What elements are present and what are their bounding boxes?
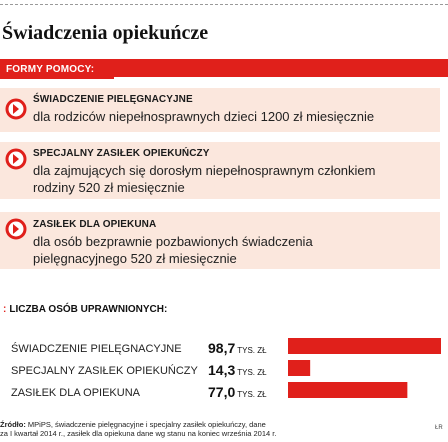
value-number: 14,3 — [208, 362, 236, 378]
category-label: Zasiłek dla opiekuna — [11, 387, 140, 399]
value-label: 98,7 tys. zł — [208, 340, 267, 356]
help-item-desc: pielęgnacyjnego 520 zł miesięcznie — [33, 251, 237, 266]
top-divider — [0, 4, 448, 5]
source-line-2: za I kwartał 2014 r., zasiłek dla opieku… — [0, 429, 277, 438]
arrow-right-icon — [5, 148, 27, 170]
category-label: Świadczenie pielęgnacyjne — [11, 343, 182, 355]
help-item-desc: dla osób bezprawnie pozbawionych świadcz… — [33, 234, 313, 249]
help-item-title: Specjalny zasiłek opiekuńczy — [33, 148, 210, 159]
arrow-right-icon — [5, 98, 27, 120]
source-label: Źródło: — [0, 420, 26, 429]
help-item-desc: dla zajmujących się dorosłym niepełnospr… — [33, 163, 376, 178]
category-label: Specjalny zasiłek opiekuńczy — [11, 365, 198, 377]
help-item-box — [0, 142, 440, 199]
help-item-title: Zasiłek dla opiekuna — [33, 219, 157, 230]
bar — [288, 360, 311, 376]
value-label: 77,0 tys. zł — [208, 384, 267, 400]
help-item-box — [0, 88, 440, 132]
author-tag: ŁR — [435, 425, 443, 431]
value-unit: tys. zł — [237, 368, 267, 377]
chart-title: : Liczba osób uprawnionych: — [3, 304, 168, 315]
value-number: 98,7 — [208, 340, 236, 356]
bar — [288, 382, 408, 398]
value-number: 77,0 — [208, 384, 236, 400]
help-item-title: Świadczenie pielęgnacyjne — [33, 94, 193, 105]
value-unit: tys. zł — [237, 390, 267, 399]
help-item-box — [0, 212, 440, 269]
forms-header-label: FORMY POMOCY: — [0, 61, 114, 79]
chart-title-text: Liczba osób uprawnionych: — [9, 304, 168, 315]
source-note: Źródło: MPiPS, świadczenie pielęgnacyjne… — [0, 420, 440, 438]
source-line-1: MPiPS, świadczenie pielęgnacyjne i specj… — [25, 420, 266, 429]
page-title: Świadczenia opiekuńcze — [2, 22, 209, 44]
arrow-right-icon — [5, 218, 27, 240]
help-item-desc: rodziny 520 zł miesięcznie — [33, 180, 185, 195]
bar — [288, 338, 441, 354]
value-unit: tys. zł — [237, 346, 267, 355]
help-item-desc: dla rodziców niepełnosprawnych dzieci 12… — [33, 109, 375, 124]
value-label: 14,3 tys. zł — [208, 362, 267, 378]
